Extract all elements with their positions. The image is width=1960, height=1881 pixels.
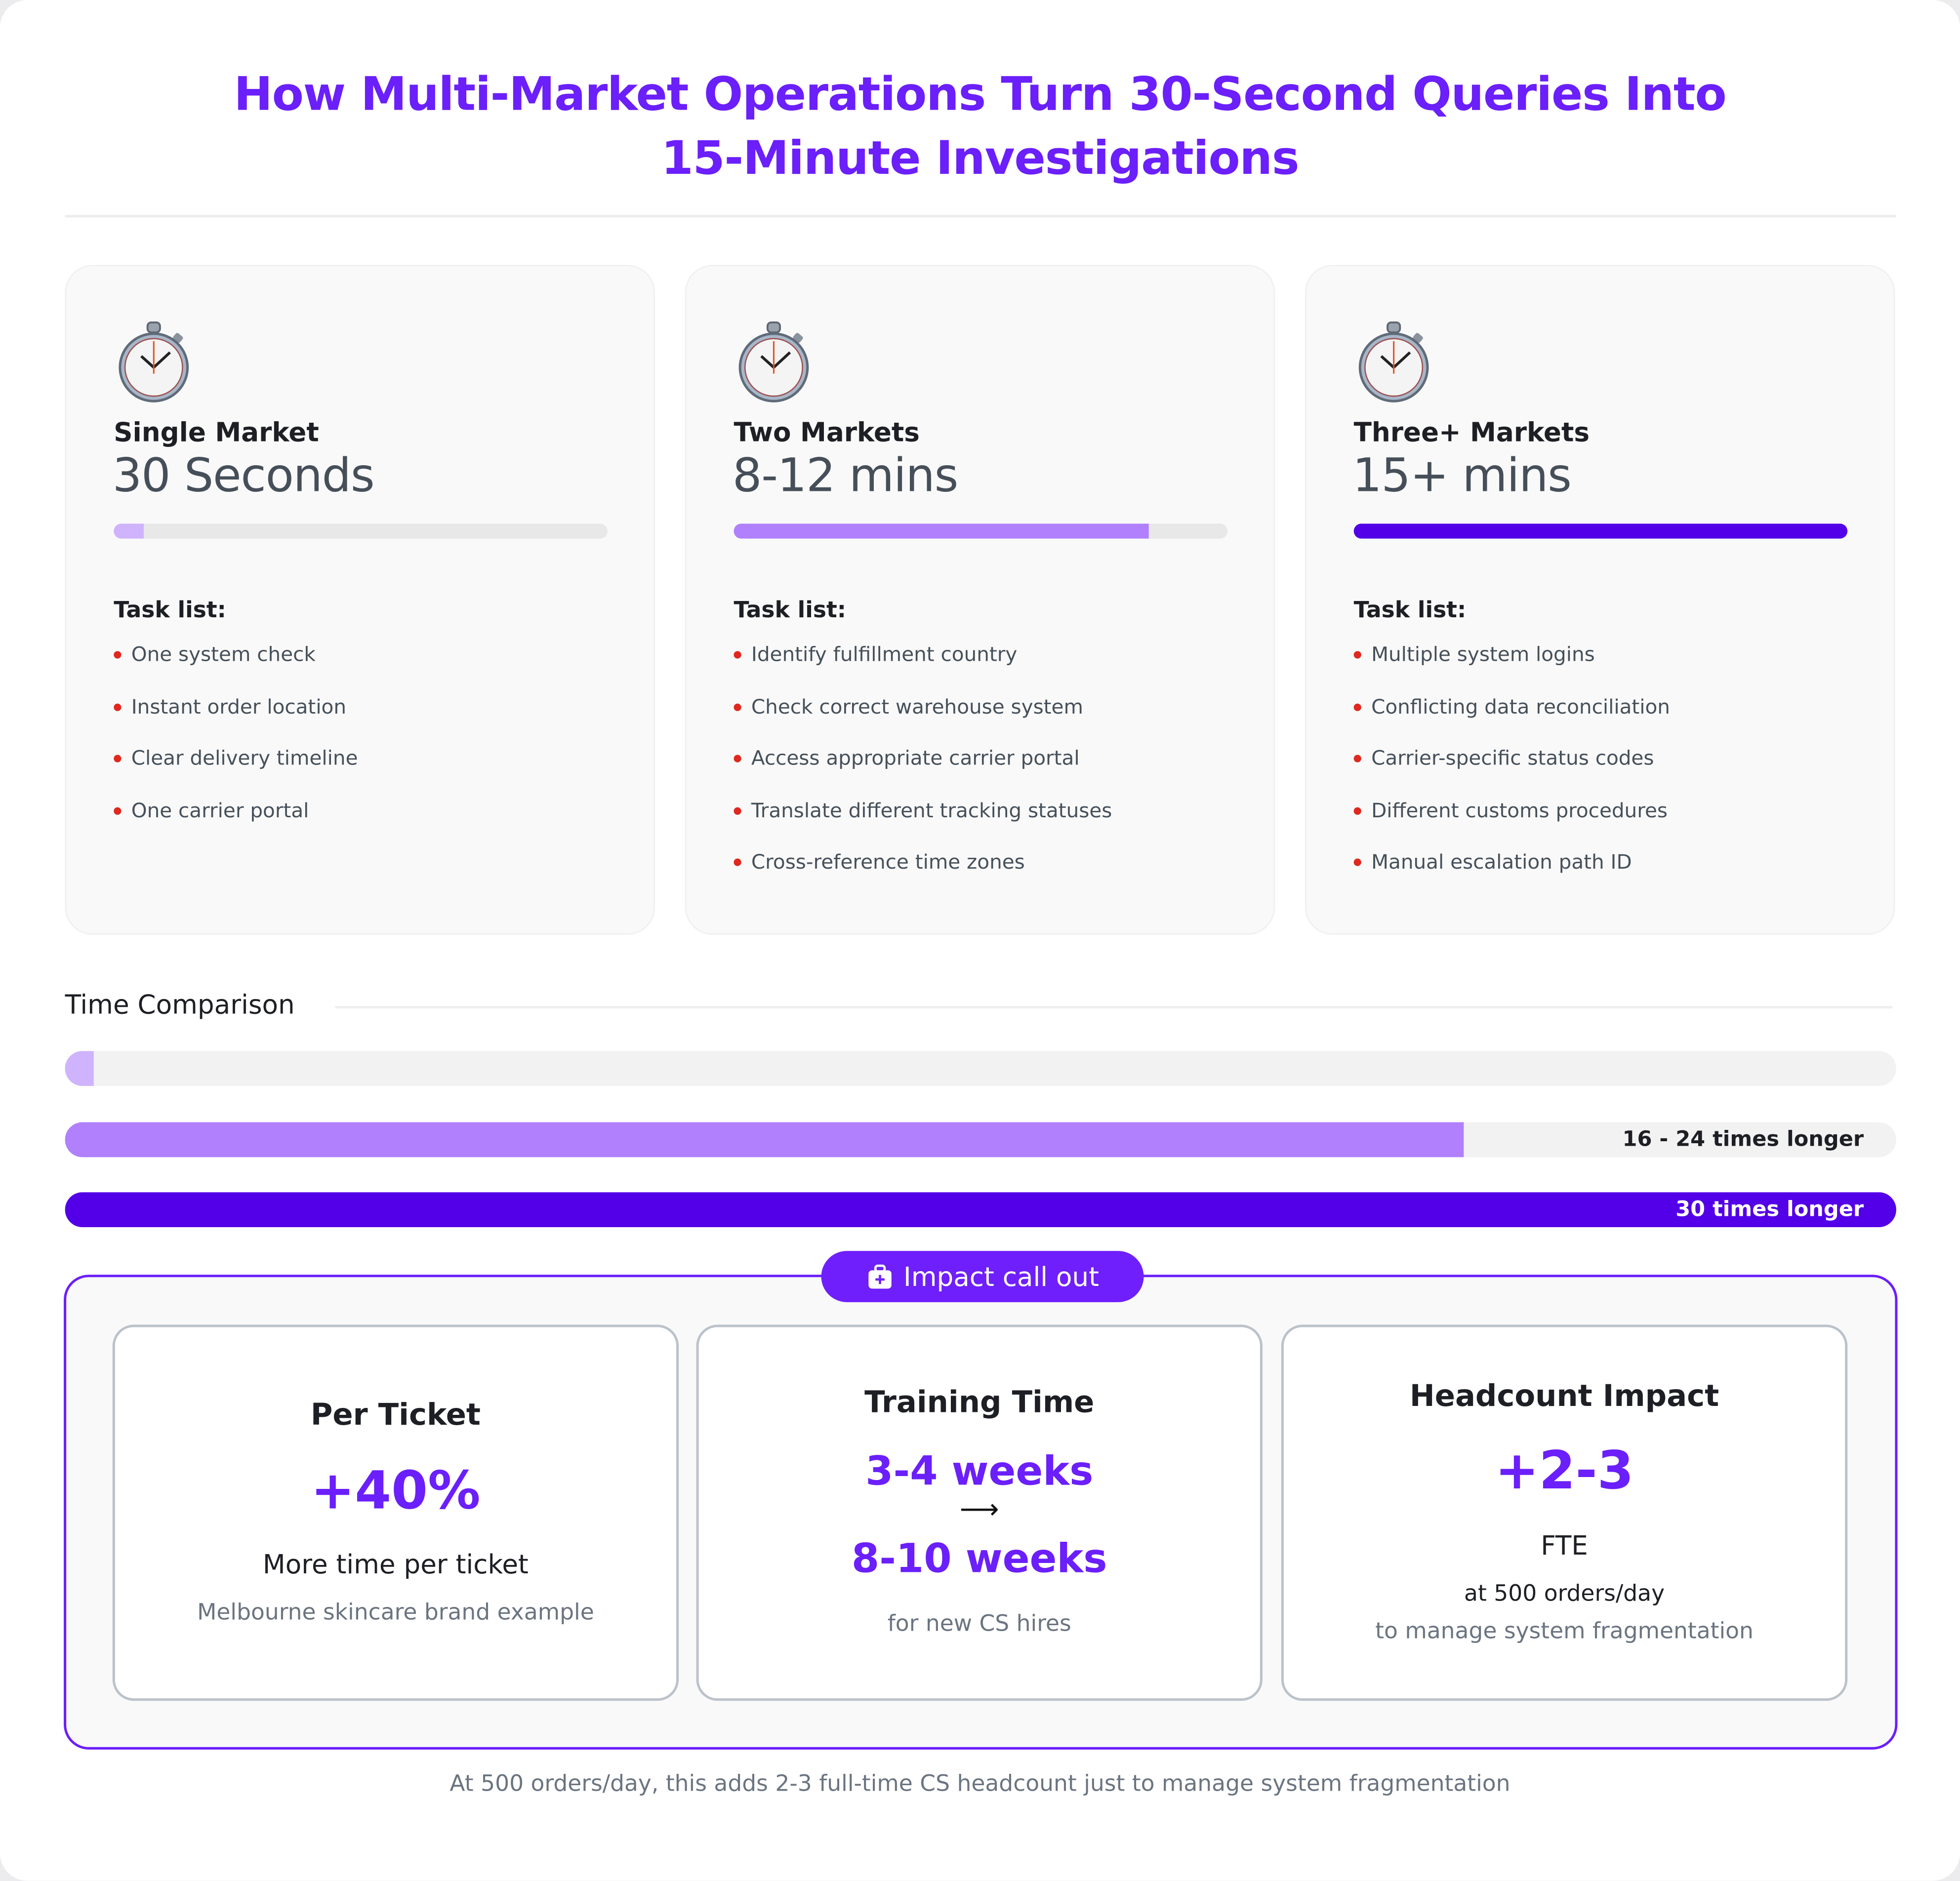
time-comparison-label: Time Comparison [65, 990, 295, 1020]
progress-fill [1353, 523, 1848, 539]
bullet-icon [114, 807, 122, 815]
task-list: One system check Instant order location … [114, 642, 358, 850]
bullet-icon [734, 859, 741, 867]
progress-fill [734, 523, 1149, 539]
medical-kit-icon [868, 1264, 892, 1288]
impact-subtext: More time per ticket [262, 1549, 529, 1580]
task-item: Translate different tracking statuses [734, 798, 1112, 850]
arrow-right-icon: ⟶ [959, 1494, 999, 1526]
bar-fill [65, 1122, 1464, 1158]
task-item: Conflicting data reconciliation [1353, 694, 1670, 746]
comparison-bar-two: 16 - 24 times longer [65, 1122, 1896, 1158]
impact-callout-badge: Impact call out [821, 1251, 1144, 1302]
task-item: Different customs procedures [1353, 798, 1670, 850]
bar-fill [65, 1192, 1896, 1228]
task-item: Manual escalation path ID [1353, 850, 1670, 902]
time-comparison-divider [335, 1006, 1893, 1009]
progress-fill [114, 523, 144, 539]
bar-label: 16 - 24 times longer [1622, 1127, 1864, 1153]
comparison-bar-single [65, 1051, 1896, 1086]
bullet-icon [114, 703, 122, 711]
market-name: Two Markets [734, 417, 920, 447]
task-item: Identify fulfillment country [734, 642, 1112, 694]
impact-value-to: 8-10 weeks [851, 1534, 1107, 1582]
card-single-market: Single Market 30 Seconds Task list: One … [65, 265, 655, 935]
market-time: 15+ mins [1352, 448, 1572, 503]
impact-value: +2-3 [1495, 1440, 1634, 1501]
market-time: 8-12 mins [732, 448, 959, 503]
impact-card-headcount: Headcount Impact +2-3 FTE at 500 orders/… [1281, 1324, 1848, 1701]
task-item: Cross-reference time zones [734, 850, 1112, 902]
progress-track [734, 523, 1228, 539]
progress-track [1353, 523, 1848, 539]
task-item: Carrier-specific status codes [1353, 746, 1670, 798]
impact-value-from: 3-4 weeks [865, 1447, 1094, 1495]
task-item: Clear delivery timeline [114, 746, 358, 798]
card-two-markets: Two Markets 8-12 mins Task list: Identif… [685, 265, 1275, 935]
impact-value: +40% [311, 1459, 481, 1521]
task-list: Identify fulfillment country Check corre… [734, 642, 1112, 902]
impact-heading: Training Time [864, 1384, 1095, 1420]
impact-note: Melbourne skincare brand example [197, 1600, 594, 1626]
bar-fill [65, 1051, 94, 1086]
impact-heading: Headcount Impact [1409, 1378, 1719, 1414]
task-item: One carrier portal [114, 798, 358, 850]
impact-note: to manage system fragmentation [1375, 1618, 1754, 1645]
title-divider [65, 215, 1896, 218]
card-three-plus-markets: Three+ Markets 15+ mins Task list: Multi… [1305, 265, 1895, 935]
task-list-label: Task list: [114, 597, 226, 624]
footer-note: At 500 orders/day, this adds 2-3 full-ti… [449, 1770, 1511, 1798]
bullet-icon [1353, 755, 1361, 763]
page-title: How Multi-Market Operations Turn 30-Seco… [0, 63, 1960, 190]
market-cards: Single Market 30 Seconds Task list: One … [65, 265, 1896, 937]
bullet-icon [1353, 859, 1361, 867]
task-item: Check correct warehouse system [734, 694, 1112, 746]
impact-card-per-ticket: Per Ticket +40% More time per ticket Mel… [112, 1324, 679, 1701]
market-name: Three+ Markets [1353, 417, 1590, 447]
stopwatch-icon [119, 321, 189, 402]
bullet-icon [114, 651, 122, 659]
bar-label: 30 times longer [1675, 1197, 1864, 1222]
stopwatch-icon [738, 321, 809, 402]
impact-subtext-2: at 500 orders/day [1464, 1581, 1665, 1607]
bullet-icon [734, 755, 741, 763]
impact-note: for new CS hires [887, 1610, 1071, 1638]
title-line-1: How Multi-Market Operations Turn 30-Seco… [234, 67, 1726, 121]
task-list-label: Task list: [734, 597, 847, 624]
impact-subtext: FTE [1541, 1530, 1588, 1561]
title-line-2: 15-Minute Investigations [661, 131, 1300, 185]
stopwatch-icon [1358, 321, 1429, 402]
bullet-icon [1353, 703, 1361, 711]
bullet-icon [114, 755, 122, 763]
bullet-icon [1353, 651, 1361, 659]
task-item: Access appropriate carrier portal [734, 746, 1112, 798]
bullet-icon [734, 651, 741, 659]
impact-callout-label: Impact call out [903, 1261, 1099, 1292]
bullet-icon [734, 807, 741, 815]
bullet-icon [734, 703, 741, 711]
progress-track [114, 523, 608, 539]
task-list: Multiple system logins Conflicting data … [1353, 642, 1670, 902]
task-item: Multiple system logins [1353, 642, 1670, 694]
comparison-bar-three: 30 times longer [65, 1192, 1896, 1228]
impact-heading: Per Ticket [310, 1397, 481, 1433]
market-name: Single Market [114, 417, 319, 447]
impact-card-training-time: Training Time 3-4 weeks ⟶ 8-10 weeks for… [696, 1324, 1263, 1701]
market-time: 30 Seconds [112, 448, 375, 503]
task-item: Instant order location [114, 694, 358, 746]
bullet-icon [1353, 807, 1361, 815]
task-list-label: Task list: [1353, 597, 1467, 624]
task-item: One system check [114, 642, 358, 694]
